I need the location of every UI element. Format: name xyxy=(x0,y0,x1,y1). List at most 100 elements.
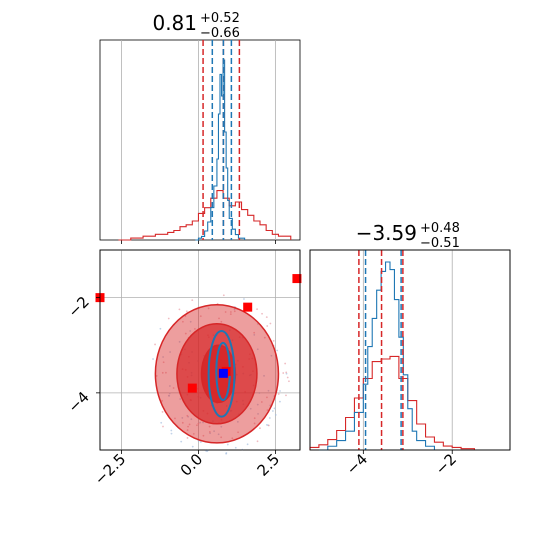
panel2-sample-point xyxy=(208,431,211,433)
panel2-frame-overlay xyxy=(99,249,301,451)
panel2-sample-point xyxy=(220,320,223,323)
panel2-sample-point xyxy=(272,339,275,342)
panel2-sample-point xyxy=(189,330,192,332)
panel2-sample-point xyxy=(224,311,227,313)
panel2-sample-point xyxy=(181,421,184,424)
panel2-sample-point xyxy=(160,421,163,424)
panel2-sample-point xyxy=(170,432,173,435)
panel2-sample-point xyxy=(229,313,232,316)
panel3-title-lower: −0.51 xyxy=(420,236,460,251)
panel2-sample-point xyxy=(159,327,162,330)
panel2-red-marker xyxy=(187,383,197,393)
panel2-x-tick-label: 2.5 xyxy=(254,450,284,480)
panel2-y-ticks: −2 −4 xyxy=(64,293,100,416)
panel3-red-histogram xyxy=(309,355,475,450)
panel3-blue-histogram xyxy=(318,261,435,451)
panel2-sample-point xyxy=(222,294,225,297)
panel2-sample-point xyxy=(169,351,171,353)
panel2-sample-point xyxy=(185,310,188,313)
panel2-sample-point xyxy=(174,417,176,420)
panel2-sample-point xyxy=(181,320,184,323)
panel2-sample-point xyxy=(191,445,194,448)
panel2-sample-point xyxy=(191,299,194,301)
panel2-sample-point xyxy=(234,446,237,449)
panel1-title-upper: +0.52 xyxy=(200,11,240,26)
panel2-sample-point xyxy=(269,404,272,407)
panel2-sample-point xyxy=(172,387,175,389)
panel2-sample-point xyxy=(277,393,280,395)
panel2-sample-point xyxy=(184,315,187,317)
panel2-sample-point xyxy=(253,334,256,336)
panel2-sample-point xyxy=(285,394,287,397)
panel1-title: 0.81 +0.52 −0.66 xyxy=(152,11,239,41)
panel2-sample-point xyxy=(263,336,266,339)
panel-param1-histogram: 0.81 +0.52 −0.66 xyxy=(99,11,301,244)
panel2-sample-point xyxy=(286,376,289,379)
panel2-sample-point xyxy=(257,412,259,415)
panel2-sample-point xyxy=(165,371,167,374)
panel2-sample-point xyxy=(184,332,187,335)
panel2-y-tick-label: −4 xyxy=(64,388,92,416)
panel2-sample-point xyxy=(187,425,189,428)
panel2-sample-point xyxy=(168,392,171,395)
panel2-sample-point xyxy=(180,440,183,443)
panel2-sample-point xyxy=(199,315,202,318)
panel2-sample-point xyxy=(267,389,270,392)
panel2-sample-point xyxy=(256,308,258,311)
panel1-grid xyxy=(121,40,276,244)
panel1-frame xyxy=(99,39,301,241)
panel2-sample-point xyxy=(231,437,234,440)
panel2-sample-point xyxy=(243,298,245,300)
panel3-frame-overlay xyxy=(309,249,511,451)
panel2-sample-point xyxy=(270,354,273,357)
panel2-sample-point xyxy=(162,425,164,428)
panel2-sample-point xyxy=(220,425,223,428)
panel2-sample-point xyxy=(202,434,205,437)
panel2-sample-point xyxy=(186,429,189,431)
panel2-sample-point xyxy=(208,425,211,428)
panel2-sample-point xyxy=(269,322,272,325)
panel2-sample-point xyxy=(256,403,259,406)
panel2-sample-point xyxy=(265,423,268,426)
panel2-sample-point xyxy=(190,418,193,421)
panel2-red-marker xyxy=(243,302,253,312)
panel2-blue-contour xyxy=(207,329,236,418)
panel2-sample-point xyxy=(266,396,268,399)
panel1-title-lower: −0.66 xyxy=(200,26,240,41)
panel2-sample-point xyxy=(197,422,200,425)
panel2-blue-marker xyxy=(218,368,228,378)
panel-param2-histogram: −4 −2 −3.59 +0.48 −0.51 xyxy=(309,221,511,478)
panel1-red-histogram xyxy=(118,190,292,241)
panel-2d-contour: −2.5 0.0 2.5 −2 −4 xyxy=(64,249,302,489)
panel2-sample-point xyxy=(202,421,204,424)
panel2-sample-point xyxy=(196,424,198,427)
panel2-sample-point xyxy=(188,423,191,426)
panel2-sample-point xyxy=(226,443,229,446)
panel2-sample-point xyxy=(161,399,163,402)
panel2-sample-point xyxy=(260,401,263,403)
panel1-blue-histogram xyxy=(195,59,246,241)
panel2-sample-point xyxy=(263,374,265,377)
panel2-sample-point xyxy=(194,327,196,330)
panel2-sample-point xyxy=(168,385,171,387)
panel2-sample-point xyxy=(207,307,210,310)
panel2-y-tick-label: −2 xyxy=(64,293,92,321)
panel2-sample-point xyxy=(170,429,173,432)
panel2-x-tick-label: 0.0 xyxy=(177,450,207,480)
panel2-sample-point xyxy=(253,331,256,334)
panel2-sample-point xyxy=(256,348,259,351)
panel2-sample-point xyxy=(218,317,220,320)
panel3-x-tick-label: −2 xyxy=(432,450,460,478)
panel2-sample-point xyxy=(288,380,290,383)
panel2-sample-point xyxy=(233,308,236,311)
panel2-sample-point xyxy=(152,358,154,360)
panel2-sample-point xyxy=(154,343,156,346)
panel2-sample-point xyxy=(274,414,277,416)
panel2-sample-point xyxy=(266,325,269,327)
panel2-sample-point xyxy=(276,349,279,352)
panel2-sample-point xyxy=(258,392,261,394)
panel3-x-ticks: −4 −2 xyxy=(343,450,460,478)
panel2-sample-point xyxy=(186,414,189,417)
panel2-sample-point xyxy=(162,356,164,358)
